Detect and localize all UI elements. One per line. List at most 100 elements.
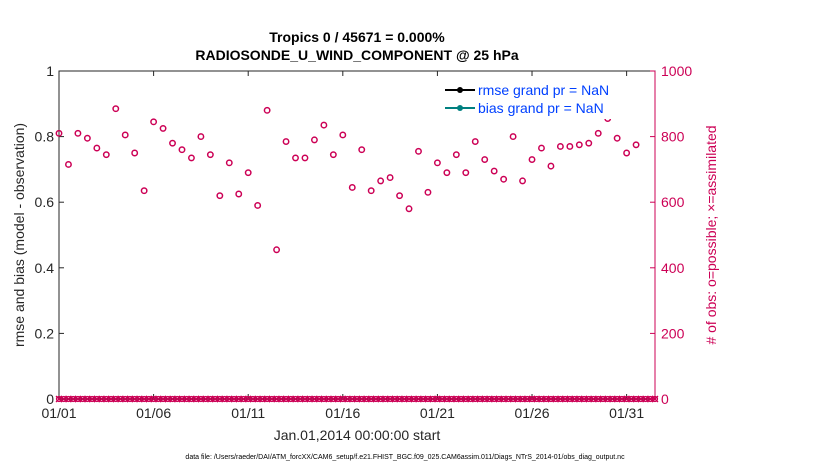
possible-obs-marker — [594, 129, 602, 137]
possible-obs-marker — [433, 159, 441, 167]
possible-obs-marker — [500, 175, 508, 183]
possible-obs-marker — [339, 131, 347, 139]
possible-obs-marker — [273, 246, 281, 254]
possible-obs-marker — [415, 147, 422, 155]
possible-obs-marker — [452, 151, 460, 159]
plot-area — [58, 70, 656, 400]
possible-obs-marker — [377, 177, 385, 185]
possible-obs-marker — [367, 187, 375, 195]
legend: rmse grand pr = NaN bias grand pr = NaN — [443, 79, 645, 119]
possible-obs-marker — [585, 139, 593, 147]
right-tick-label: 600 — [661, 194, 685, 210]
possible-obs-marker — [263, 106, 271, 114]
possible-obs-marker — [396, 192, 404, 200]
possible-obs-marker — [235, 190, 243, 198]
possible-obs-marker — [282, 138, 290, 145]
possible-obs-marker — [329, 151, 337, 159]
right-tick-label: 200 — [661, 325, 685, 341]
possible-obs-marker — [187, 154, 195, 162]
left-tick-label: 0.8 — [35, 129, 55, 145]
legend-bias-marker — [457, 105, 463, 111]
chart-title-line1: Tropics 0 / 45671 = 0.000% — [269, 29, 445, 45]
possible-obs-marker — [65, 161, 72, 168]
possible-obs-marker — [613, 134, 621, 142]
legend-rmse-label: rmse grand pr = NaN — [478, 82, 609, 98]
possible-obs-marker — [55, 129, 63, 137]
x-tick-label: 01/26 — [514, 405, 549, 421]
left-tick-label: 0.4 — [35, 260, 55, 276]
possible-obs-marker — [178, 146, 186, 154]
possible-obs-marker — [556, 142, 564, 150]
possible-obs-marker — [83, 134, 91, 142]
left-tick-label: 0.2 — [35, 325, 55, 341]
x-tick-label: 01/06 — [136, 405, 171, 421]
possible-obs-marker — [471, 138, 479, 145]
possible-obs-marker — [244, 169, 252, 177]
data-file-footnote: data file: /Users/raeder/DAI/ATM_forcXX/… — [185, 454, 625, 461]
possible-obs-marker — [140, 187, 148, 195]
right-y-axis: 0 200 400 600 800 1000 — [650, 63, 692, 407]
possible-obs-marker — [169, 139, 176, 147]
possible-obs-marker — [131, 149, 139, 157]
possible-obs-marker — [348, 183, 356, 191]
possible-obs-marker — [320, 121, 328, 129]
possible-obs-series — [55, 105, 640, 254]
x-axis-label: Jan.01,2014 00:00:00 start — [274, 427, 441, 443]
chart-title-line2: RADIOSONDE_U_WIND_COMPONENT @ 25 hPa — [195, 47, 518, 63]
possible-obs-marker — [206, 151, 214, 159]
possible-obs-marker — [74, 129, 82, 137]
right-tick-label: 0 — [661, 391, 669, 407]
possible-obs-marker — [386, 174, 394, 182]
left-tick-label: 1 — [46, 63, 54, 79]
possible-obs-marker — [301, 154, 309, 162]
possible-obs-marker — [225, 159, 233, 167]
possible-obs-marker — [150, 118, 158, 126]
possible-obs-marker — [538, 144, 545, 152]
legend-bias-label: bias grand pr = NaN — [478, 100, 604, 116]
possible-obs-marker — [632, 141, 640, 149]
x-tick-label: 01/16 — [325, 405, 360, 421]
zero-possible-marker — [651, 395, 659, 403]
possible-obs-marker — [424, 188, 432, 196]
right-tick-label: 400 — [661, 260, 685, 276]
possible-obs-marker — [254, 202, 262, 209]
x-axis: 01/01 01/06 01/11 01/16 01/21 01/26 01/31 — [41, 71, 644, 421]
possible-obs-marker — [443, 169, 451, 177]
right-tick-label: 800 — [661, 129, 685, 145]
possible-obs-marker — [310, 136, 318, 144]
legend-rmse-marker — [457, 87, 463, 93]
possible-obs-marker — [197, 133, 205, 141]
possible-obs-marker — [405, 205, 413, 213]
x-tick-label: 01/01 — [41, 405, 76, 421]
possible-obs-marker — [93, 144, 101, 152]
possible-obs-marker — [216, 192, 224, 200]
possible-obs-marker — [121, 131, 129, 139]
possible-obs-marker — [519, 177, 527, 185]
left-tick-label: 0.6 — [35, 194, 55, 210]
x-tick-label: 01/31 — [609, 405, 644, 421]
right-y-axis-label: # of obs: o=possible; ×=assimilated — [703, 125, 719, 344]
x-tick-label: 01/11 — [231, 405, 265, 421]
possible-obs-marker — [623, 149, 631, 157]
left-tick-label: 0 — [46, 391, 54, 407]
possible-obs-marker — [102, 151, 110, 159]
possible-obs-marker — [481, 156, 489, 164]
assimilated-obs-series — [55, 395, 659, 403]
possible-obs-marker — [547, 162, 555, 170]
possible-obs-marker — [358, 146, 366, 154]
possible-obs-marker — [575, 141, 583, 149]
possible-obs-marker — [292, 154, 299, 162]
possible-obs-marker — [159, 124, 167, 132]
possible-obs-marker — [509, 133, 517, 141]
left-y-axis: 0 0.2 0.4 0.6 0.8 1 — [35, 63, 64, 407]
possible-obs-marker — [528, 156, 536, 164]
possible-obs-marker — [490, 167, 498, 175]
left-y-axis-label: rmse and bias (model - observation) — [11, 123, 27, 347]
legend-box — [443, 79, 645, 119]
possible-obs-marker — [462, 169, 470, 177]
right-tick-label: 1000 — [661, 63, 692, 79]
possible-obs-marker — [112, 105, 120, 113]
x-tick-label: 01/21 — [420, 405, 455, 421]
possible-obs-marker — [566, 142, 574, 150]
